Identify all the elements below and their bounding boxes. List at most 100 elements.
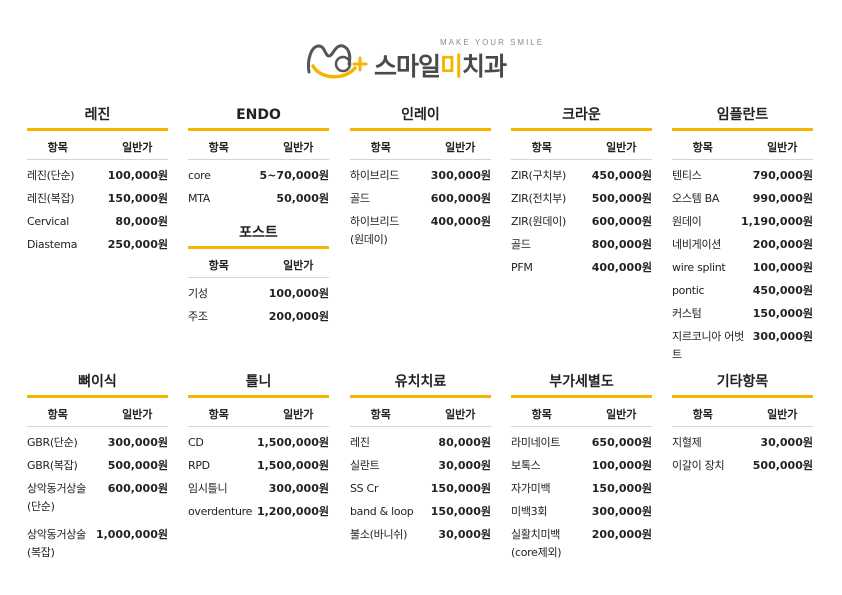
price-section: 인레이 항목 일반가 하이브리드 300,000원 골드 600,000원 하이브리드 (원… xyxy=(350,104,491,257)
item-price: 5~70,000원 xyxy=(259,168,329,182)
table-row: MTA 50,000원 xyxy=(188,187,329,210)
section-title: 부가세별도 xyxy=(549,374,614,390)
item-name: 네비게이션 xyxy=(672,237,722,251)
table-row: 레진(단순) 100,000원 xyxy=(27,164,168,187)
item-name: 이갈이 장치 xyxy=(672,458,725,472)
item-name: 하이브리드 (원데이) xyxy=(350,214,400,246)
header-price: 일반가 xyxy=(283,141,314,154)
section-title: 인레이 xyxy=(401,107,440,123)
item-price: 150,000원 xyxy=(430,504,491,518)
item-price: 500,000원 xyxy=(752,458,813,472)
header-item: 항목 xyxy=(692,141,713,154)
item-price: 200,000원 xyxy=(591,527,652,541)
item-name: 골드 xyxy=(511,237,531,251)
item-price: 150,000원 xyxy=(430,481,491,495)
item-name: 자가미백 xyxy=(511,481,551,495)
header-item: 항목 xyxy=(370,408,391,421)
item-price: 100,000원 xyxy=(107,168,168,182)
item-name: 상악동거상술 (복잡) xyxy=(27,528,86,559)
table-row: 기성 100,000원 xyxy=(188,282,329,305)
table-row: Diastema 250,000원 xyxy=(27,233,168,256)
table-header: 항목 일반가 xyxy=(27,137,168,160)
header-price: 일반가 xyxy=(122,141,153,154)
item-name: CD xyxy=(188,435,204,449)
item-name: ZIR(구치부) xyxy=(511,168,566,182)
section-title: 유치치료 xyxy=(394,374,447,390)
item-price: 300,000원 xyxy=(268,481,329,495)
item-price: 990,000원 xyxy=(752,191,813,205)
header-item: 항목 xyxy=(208,259,229,272)
item-price: 50,000원 xyxy=(276,191,329,205)
logo-name-c: 치과 xyxy=(462,52,507,81)
table-row: band & loop 150,000원 xyxy=(350,500,491,523)
table-row: GBR(복잡) 500,000원 xyxy=(27,454,168,477)
logo-name-a: 스마일 xyxy=(374,52,441,81)
item-name: 실란트 xyxy=(350,458,380,472)
table-row: core 5~70,000원 xyxy=(188,164,329,187)
section-title: 임플란트 xyxy=(716,107,769,123)
table-row: 오스템 BA 990,000원 xyxy=(672,187,813,210)
section-title: ENDO xyxy=(236,107,281,123)
section-divider xyxy=(27,395,168,398)
price-section: 임플란트 항목 일반가 텐티스 790,000원 오스템 BA 990,000원 원데이 1,… xyxy=(672,104,813,366)
item-price: 300,000원 xyxy=(752,329,813,343)
item-name: SS Cr xyxy=(350,481,379,495)
header-price: 일반가 xyxy=(122,408,153,421)
section-divider xyxy=(672,128,813,131)
header-price: 일반가 xyxy=(606,141,637,154)
item-name: wire splint xyxy=(672,260,726,274)
section-title: 기타항목 xyxy=(716,374,769,390)
table-header: 항목 일반가 xyxy=(188,255,329,278)
table-row: GBR(단순) 300,000원 xyxy=(27,431,168,454)
item-name: pontic xyxy=(672,283,705,297)
item-price: 1,000,000원 xyxy=(95,528,168,541)
table-row: 원데이 1,190,000원 xyxy=(672,210,813,233)
section-divider xyxy=(188,128,329,131)
item-price: 1,200,000원 xyxy=(256,504,329,518)
header-item: 항목 xyxy=(47,408,68,421)
table-row: SS Cr 150,000원 xyxy=(350,477,491,500)
item-name: core xyxy=(188,168,211,182)
item-name: 지르코니아 어벗트 xyxy=(672,329,744,361)
header-price: 일반가 xyxy=(606,408,637,421)
table-row: PFM 400,000원 xyxy=(511,256,652,279)
header-price: 일반가 xyxy=(283,259,314,272)
item-name: band & loop xyxy=(350,504,414,518)
item-name: ZIR(전치부) xyxy=(511,191,566,205)
item-name: 레진 xyxy=(350,435,370,449)
price-section: 기타항목 항목 일반가 지혈제 30,000원 이갈이 장치 500,000원 xyxy=(672,371,813,477)
item-name: 임시틀니 xyxy=(188,481,228,495)
header-price: 일반가 xyxy=(767,408,798,421)
item-name: MTA xyxy=(188,191,210,205)
header-item: 항목 xyxy=(208,408,229,421)
table-row: 임시틀니 300,000원 xyxy=(188,477,329,500)
item-price: 30,000원 xyxy=(760,435,813,449)
item-name: Cervical xyxy=(27,214,69,228)
item-price: 100,000원 xyxy=(591,458,652,472)
item-price: 1,500,000원 xyxy=(256,435,329,449)
table-header: 항목 일반가 xyxy=(672,137,813,160)
item-price: 600,000원 xyxy=(430,191,491,205)
item-price: 300,000원 xyxy=(107,435,168,449)
table-row: 보톡스 100,000원 xyxy=(511,454,652,477)
item-price: 100,000원 xyxy=(268,286,329,300)
section-divider xyxy=(511,128,652,131)
header-price: 일반가 xyxy=(445,141,476,154)
table-row: ZIR(구치부) 450,000원 xyxy=(511,164,652,187)
section-divider xyxy=(188,395,329,398)
table-row: 자가미백 150,000원 xyxy=(511,477,652,500)
table-row: RPD 1,500,000원 xyxy=(188,454,329,477)
table-row: 상악동거상술 (단순) 600,000원 xyxy=(27,477,168,524)
section-divider xyxy=(511,395,652,398)
price-section: 레진 항목 일반가 레진(단순) 100,000원 레진(복잡) 150,000원 Cerv… xyxy=(27,104,168,256)
item-price: 200,000원 xyxy=(752,237,813,251)
item-name: overdenture xyxy=(188,504,253,518)
item-price: 500,000원 xyxy=(107,458,168,472)
table-row: 라미네이트 650,000원 xyxy=(511,431,652,454)
item-price: 1,500,000원 xyxy=(256,458,329,472)
item-name: GBR(복잡) xyxy=(27,458,78,472)
table-header: 항목 일반가 xyxy=(672,404,813,427)
logo-tagline: MAKE YOUR SMILE xyxy=(440,38,545,47)
item-name: RPD xyxy=(188,458,210,472)
table-row: 실활치미백 (core제외) 200,000원 xyxy=(511,523,652,570)
